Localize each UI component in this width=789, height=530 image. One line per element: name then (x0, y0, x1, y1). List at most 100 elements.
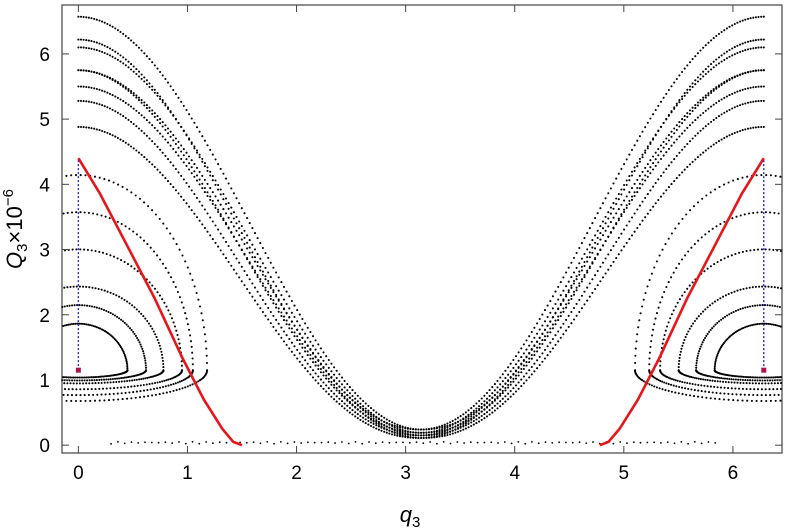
orbit-point (346, 404, 349, 407)
orbit-point (85, 285, 88, 288)
orbit-point (377, 420, 380, 423)
orbit-point (658, 387, 661, 390)
orbit-point (725, 135, 728, 138)
orbit-point (533, 326, 536, 329)
orbit-point (725, 95, 728, 98)
orbit-point (565, 303, 568, 306)
orbit-point (752, 323, 755, 326)
orbit-point (338, 380, 341, 383)
orbit-point (591, 246, 594, 249)
orbit-point (702, 99, 705, 102)
orbit-point (433, 426, 436, 430)
orbit-point (688, 112, 692, 115)
orbit-point (112, 387, 116, 390)
orbit-point (217, 163, 220, 166)
orbit-point (578, 273, 581, 276)
orbit-point (717, 84, 721, 87)
orbit-point (261, 282, 264, 285)
orbit-point (346, 398, 349, 401)
orbit-point (160, 350, 163, 353)
orbit-point (319, 378, 322, 381)
orbit-point (599, 265, 602, 268)
orbit-point (575, 251, 578, 255)
orbit-point (681, 70, 684, 74)
orbit-point (720, 138, 723, 141)
orbit-point (707, 107, 710, 110)
orbit-point (715, 391, 718, 394)
orbit-point (733, 91, 736, 94)
orbit-point (625, 179, 628, 182)
orbit-point (661, 388, 664, 391)
orbit-point (446, 433, 449, 437)
orbit-point (514, 374, 518, 377)
orbit-point (97, 287, 100, 291)
orbit-point (377, 417, 380, 420)
orbit-point (504, 386, 507, 390)
orbit-point (562, 299, 565, 302)
orbit-point (572, 256, 576, 259)
orbit-point (232, 253, 235, 256)
orbit-point (723, 52, 726, 55)
orbit-point (704, 308, 707, 311)
orbit-point (638, 182, 641, 185)
orbit-point (172, 186, 175, 189)
orbit-point (578, 282, 581, 285)
orbit-point (683, 381, 686, 384)
orbit-point (375, 411, 378, 414)
orbit-point (459, 425, 462, 428)
orbit-point (646, 163, 649, 166)
orbit-point (599, 280, 602, 283)
orbit-point (182, 148, 185, 151)
orbit-point (176, 333, 179, 337)
orbit-point (85, 39, 88, 42)
orbit-point (214, 179, 217, 182)
orbit-point (398, 433, 402, 436)
orbit-point (82, 285, 85, 288)
orbit-point (243, 252, 246, 255)
orbit-point (720, 60, 723, 63)
orbit-point (126, 188, 129, 191)
orbit-point (314, 379, 317, 382)
orbit-point (185, 202, 188, 205)
orbit-point (69, 382, 72, 385)
orbit-point (325, 374, 328, 377)
orbit-point (219, 203, 222, 206)
orbit-point (298, 360, 301, 363)
orbit-point (309, 373, 312, 376)
orbit-point (95, 41, 98, 44)
orbit-point (95, 18, 98, 21)
orbit-point (311, 344, 315, 347)
orbit-point (87, 126, 90, 129)
orbit-point (657, 198, 660, 202)
orbit-point (736, 289, 739, 292)
orbit-point (551, 337, 554, 341)
orbit-point (634, 347, 637, 350)
orbit-point (161, 174, 164, 177)
orbit-point (449, 424, 452, 428)
orbit-point (644, 151, 647, 154)
orbit-point (205, 370, 209, 373)
orbit-point (462, 425, 465, 428)
orbit-point (251, 243, 254, 246)
orbit-point (673, 81, 676, 84)
orbit-point (592, 441, 594, 443)
orbit-point (728, 48, 731, 52)
orbit-point (702, 70, 705, 73)
orbit-point (657, 154, 660, 157)
orbit-point (752, 100, 755, 103)
orbit-point (95, 375, 98, 379)
orbit-point (454, 418, 457, 421)
orbit-point (116, 315, 119, 318)
orbit-point (195, 126, 199, 129)
orbit-point (296, 309, 299, 312)
orbit-point (636, 186, 639, 190)
orbit-point (76, 376, 79, 379)
orbit-point (705, 396, 708, 399)
orbit-point (301, 363, 304, 367)
orbit-point (412, 427, 415, 431)
orbit-point (161, 262, 165, 265)
orbit-point (82, 69, 85, 72)
orbit-point (723, 386, 726, 389)
orbit-point (693, 376, 696, 379)
